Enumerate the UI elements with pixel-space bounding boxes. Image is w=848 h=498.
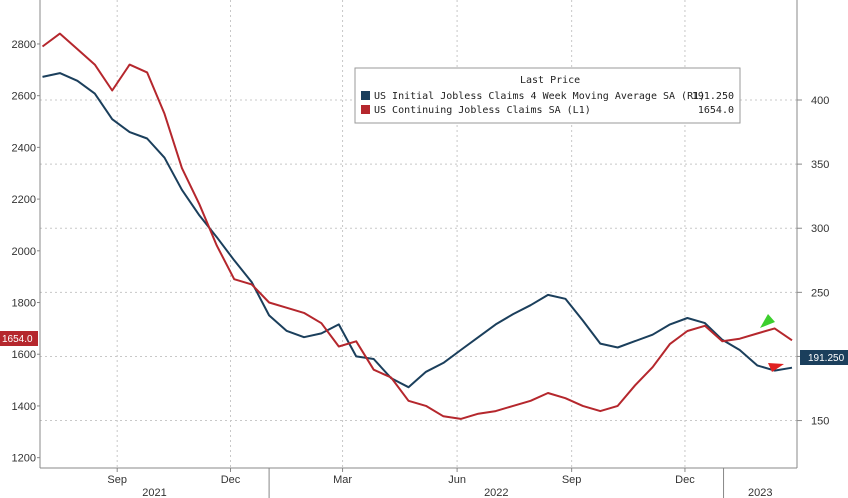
legend: Last Price US Initial Jobless Claims 4 W…	[354, 67, 741, 124]
legend-value-initial-claims: 191.250	[692, 91, 734, 102]
left-tick-label-5: 2200	[12, 194, 36, 206]
x-tick-label-1: Dec	[221, 474, 241, 486]
legend-swatch-continuing-claims	[361, 105, 370, 114]
right-tick-label-4: 350	[811, 159, 829, 171]
markers	[760, 314, 784, 372]
x-tick-label-2: Mar	[333, 474, 352, 486]
legend-label-continuing-claims: US Continuing Jobless Claims SA (L1)	[374, 105, 591, 116]
down-arrow-marker	[768, 363, 784, 372]
x-tick-label-4: Sep	[562, 474, 582, 486]
left-tick-label-2: 1600	[12, 349, 36, 361]
right-value-flag: 191.250	[808, 353, 845, 364]
legend-label-initial-claims: US Initial Jobless Claims 4 Week Moving …	[374, 91, 705, 102]
x-axis-ticks: Sep Dec Mar Jun Sep Dec 2021 2022 2023	[107, 468, 773, 498]
series-line-initial-claims	[42, 72, 793, 389]
grid-lines	[40, 0, 797, 468]
x-tick-label-3: Jun	[448, 474, 466, 486]
legend-box	[354, 67, 741, 124]
right-tick-label-3: 300	[811, 223, 829, 235]
year-label-1: 2022	[484, 487, 508, 498]
right-value-flag-bg	[800, 350, 848, 365]
left-tick-label-7: 2600	[12, 91, 36, 103]
legend-swatch-initial-claims	[361, 91, 370, 100]
left-tick-label-1: 1400	[12, 401, 36, 413]
left-tick-label-0: 1200	[12, 453, 36, 465]
left-value-flag-bg	[0, 331, 38, 346]
axes	[39, 0, 798, 469]
series-layer	[41, 32, 793, 420]
left-tick-label-8: 2800	[12, 39, 36, 51]
left-value-flag: 1654.0	[2, 334, 33, 345]
x-tick-label-0: Sep	[107, 474, 127, 486]
series-line-continuing-claims	[41, 32, 793, 420]
x-tick-label-5: Dec	[675, 474, 695, 486]
right-tick-label-2: 250	[811, 287, 829, 299]
legend-title: Last Price	[520, 75, 580, 86]
left-axis-ticks: 1200 1400 1600 1800 2000 2200 2400 2600 2800	[12, 39, 40, 465]
left-tick-label-3: 1800	[12, 298, 36, 310]
right-axis-ticks: 150200250300350400	[797, 95, 829, 428]
up-arrow-marker	[760, 314, 775, 328]
year-label-2: 2023	[748, 487, 772, 498]
right-tick-label-5: 400	[811, 95, 829, 107]
year-label-0: 2021	[142, 487, 166, 498]
legend-value-continuing-claims: 1654.0	[698, 105, 734, 116]
right-tick-label-0: 150	[811, 416, 829, 428]
left-tick-label-6: 2400	[12, 142, 36, 154]
last-value-flags: 1654.0 191.250	[0, 331, 848, 365]
left-tick-label-4: 2000	[12, 246, 36, 258]
